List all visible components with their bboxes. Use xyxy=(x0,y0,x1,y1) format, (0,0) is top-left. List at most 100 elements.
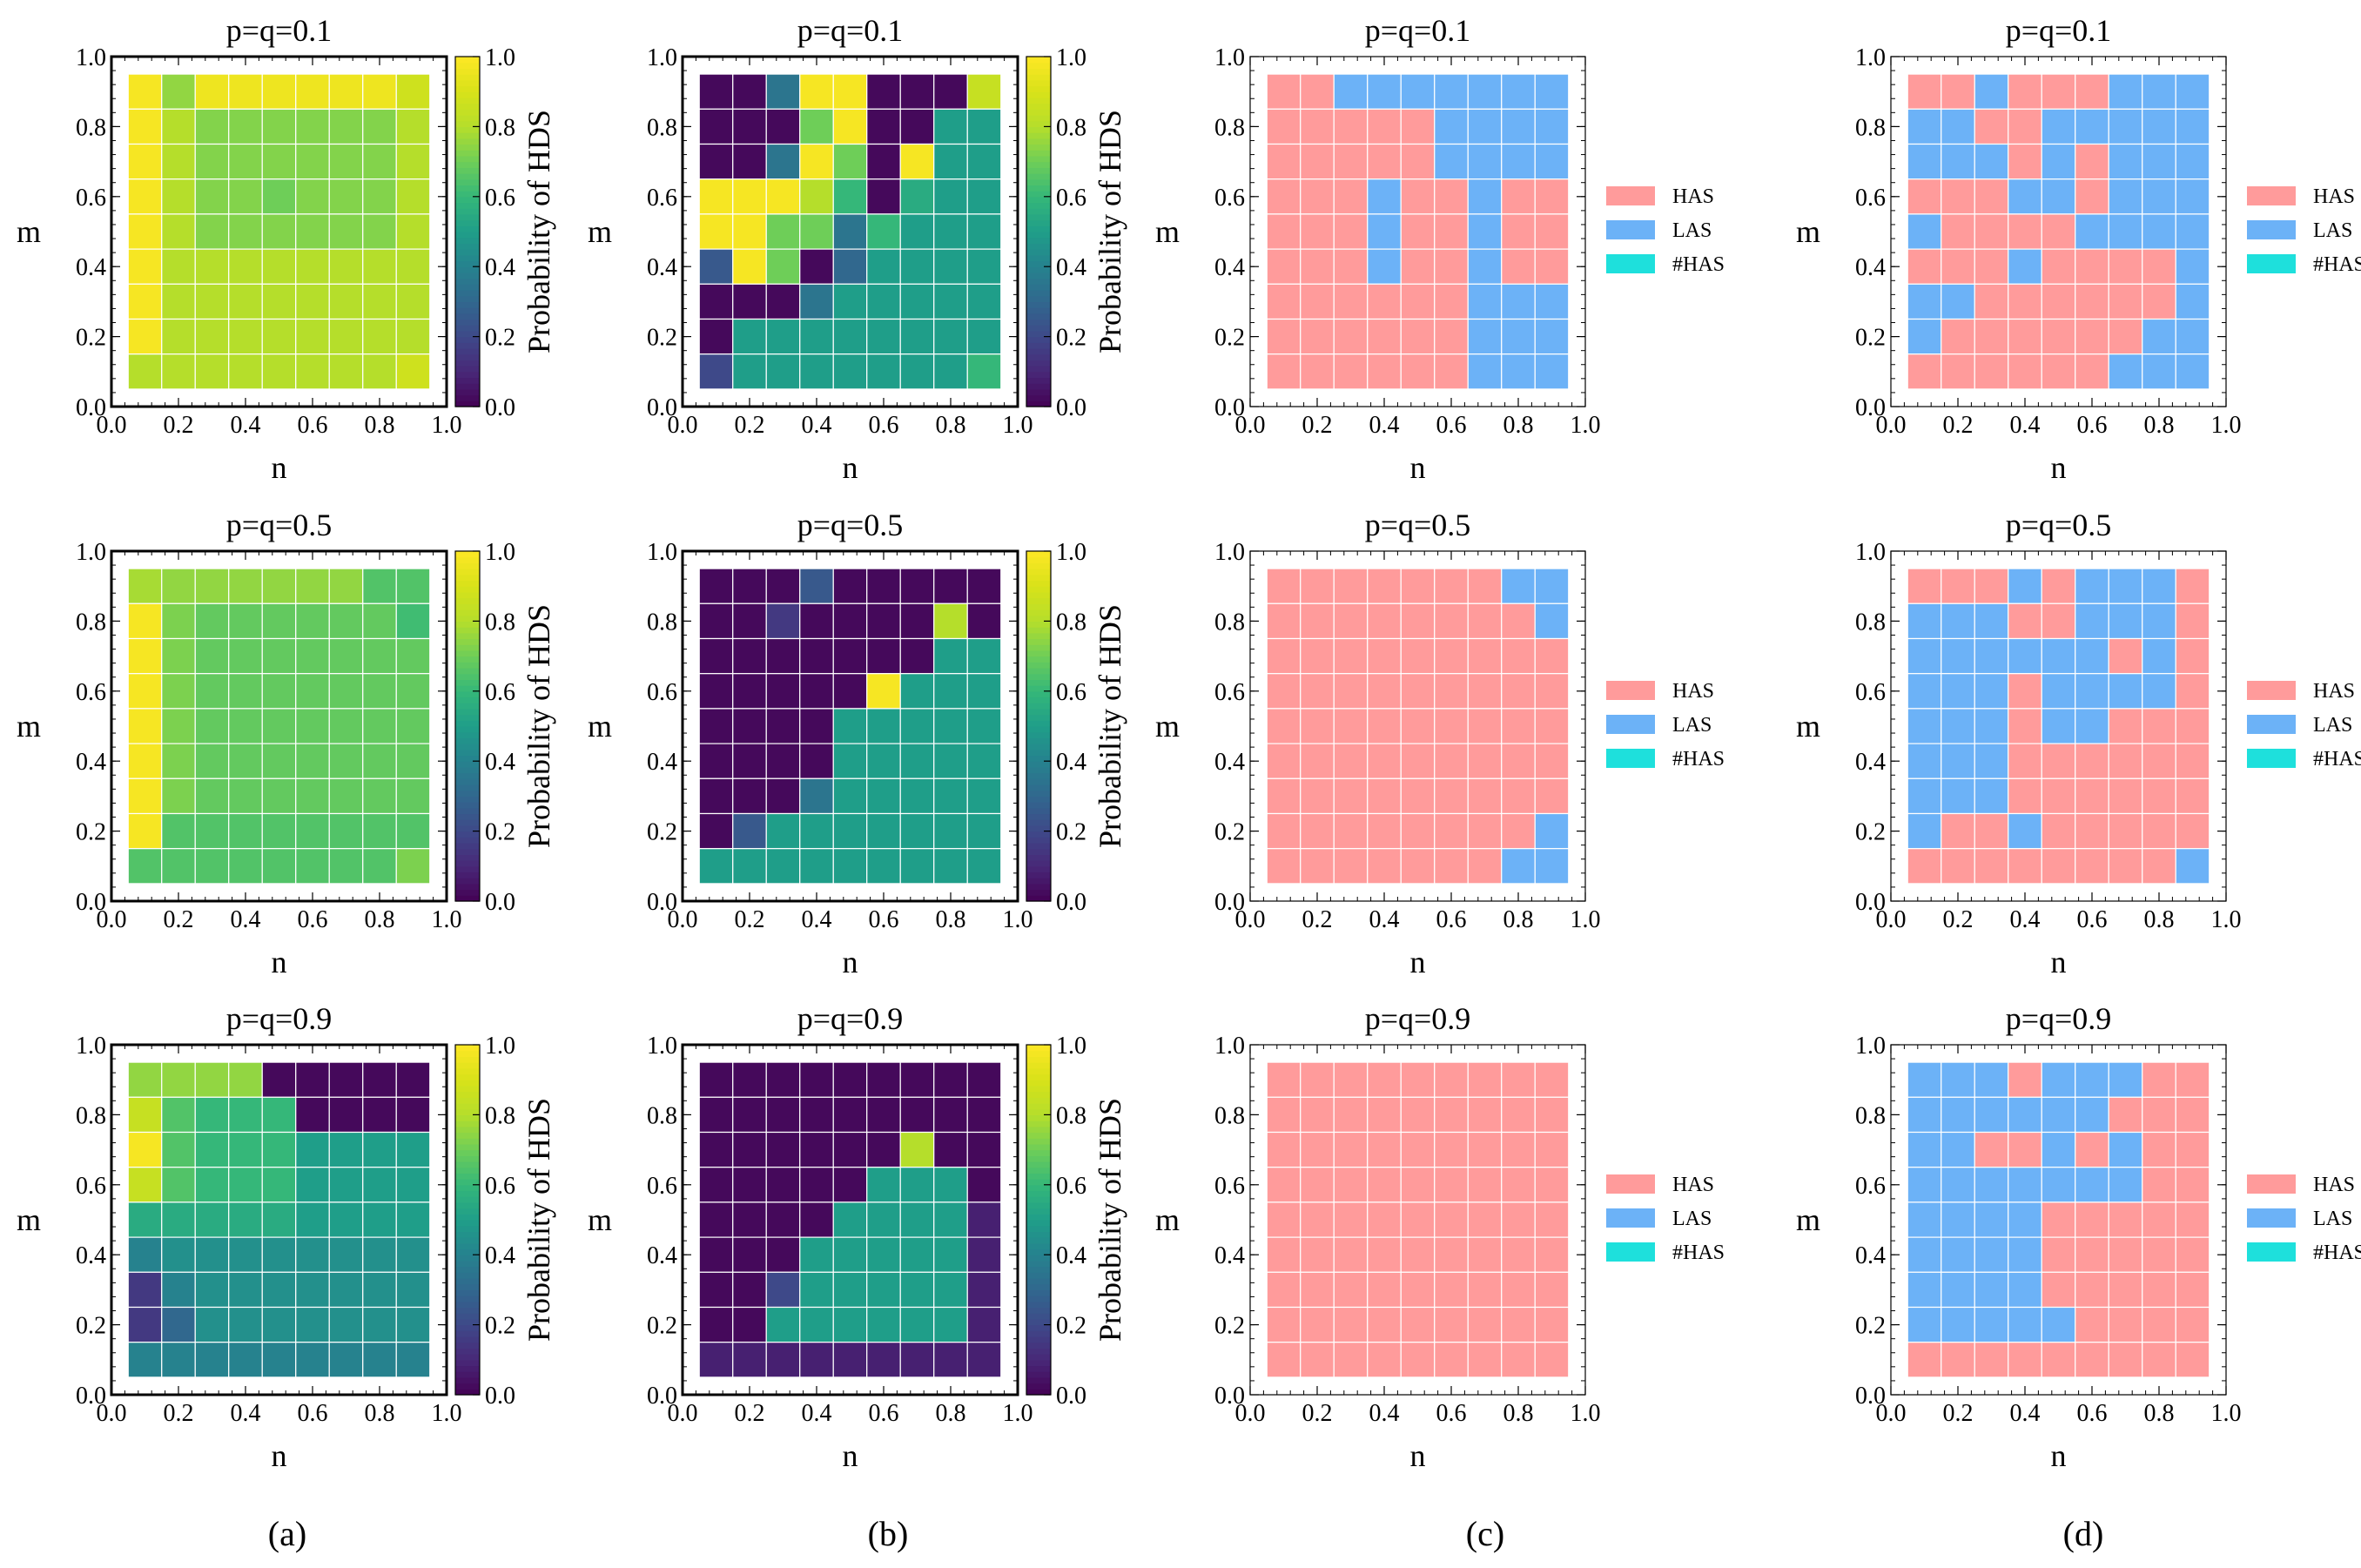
heatmap-cell xyxy=(1501,283,1536,320)
heatmap-cell xyxy=(2041,1236,2076,1273)
heatmap-cell xyxy=(1501,1131,1536,1168)
x-tick-label: 0.6 xyxy=(1436,412,1467,439)
heatmap-cell xyxy=(1974,777,2009,815)
heatmap-cell xyxy=(1400,108,1436,145)
heatmap-cell xyxy=(295,1061,330,1098)
heatmap-cell xyxy=(161,708,196,744)
axes-frame xyxy=(1890,1044,2227,1396)
heatmap-cell xyxy=(765,568,801,604)
heatmap-cell xyxy=(127,318,163,355)
axes-frame xyxy=(681,55,1019,408)
heatmap-cell xyxy=(1266,1271,1302,1309)
heatmap-cell xyxy=(1941,143,1975,180)
heatmap-cell xyxy=(1467,178,1503,215)
heatmap-cell xyxy=(1941,812,1975,850)
colorbar-segment xyxy=(455,802,480,809)
colorbar-segment xyxy=(1026,290,1051,297)
x-axis-label: n xyxy=(843,1438,858,1473)
colorbar-segment xyxy=(1026,726,1051,733)
colorbar-segment xyxy=(455,865,480,873)
heatmap-cell xyxy=(1941,353,1975,390)
heatmap-cell xyxy=(2108,318,2143,355)
heatmap-cell xyxy=(732,1306,767,1343)
heatmap-cell xyxy=(1434,73,1469,110)
heatmap-cell xyxy=(261,283,297,320)
heatmap-cell xyxy=(261,848,297,885)
y-axis-label: m xyxy=(17,709,41,744)
y-tick-label: 0.0 xyxy=(647,889,677,916)
legend-label: HAS xyxy=(2313,1174,2355,1196)
heatmap-cell xyxy=(1941,178,1975,215)
heatmap-cell xyxy=(1300,1167,1335,1203)
legend-swatch xyxy=(1606,254,1655,273)
heatmap-cell xyxy=(1266,318,1302,355)
heatmap-cell xyxy=(799,1342,834,1378)
heatmap-cell xyxy=(2075,673,2109,710)
heatmap-cell xyxy=(966,812,1002,850)
colorbar-segment xyxy=(1026,1120,1051,1127)
heatmap-cell xyxy=(161,812,196,850)
y-tick-label: 0.8 xyxy=(647,1102,677,1129)
x-tick-label: 0.4 xyxy=(802,906,832,933)
heatmap-cell xyxy=(2108,1271,2143,1309)
heatmap-cell xyxy=(295,1306,330,1343)
colorbar-segment xyxy=(455,1196,480,1203)
heatmap-cell xyxy=(127,708,163,744)
heatmap-cell xyxy=(866,1131,901,1168)
heatmap-cell xyxy=(866,1236,901,1273)
colorbar-segment xyxy=(1026,1242,1051,1250)
y-tick-label: 0.6 xyxy=(76,679,106,706)
heatmap-cell xyxy=(194,213,230,250)
heatmap-cell xyxy=(698,1131,734,1168)
heatmap-cell xyxy=(1300,178,1335,215)
heatmap-cell xyxy=(1941,248,1975,285)
heatmap-cell xyxy=(2075,178,2109,215)
heatmap-cell xyxy=(395,743,431,779)
y-tick-label: 0.2 xyxy=(1214,819,1245,846)
heatmap-cell xyxy=(362,848,397,885)
heatmap-cell xyxy=(1367,743,1402,779)
colorbar-segment xyxy=(455,97,480,104)
heatmap-cell xyxy=(732,1271,767,1309)
heatmap-cell xyxy=(295,1236,330,1273)
heatmap-cells xyxy=(1266,568,1570,885)
heatmap-cell xyxy=(732,602,767,640)
colorbar-segment xyxy=(455,1231,480,1238)
heatmap-cell xyxy=(2041,602,2076,640)
heatmap-cell xyxy=(1333,568,1369,604)
heatmap-cell xyxy=(362,1167,397,1203)
x-axis-label: n xyxy=(2051,945,2067,979)
colorbar-tick-label: 1.0 xyxy=(1056,1033,1086,1060)
heatmap-cell xyxy=(1434,1342,1469,1378)
colorbar-segment xyxy=(455,68,480,75)
heatmap-cell xyxy=(2041,637,2076,675)
colorbar-segment xyxy=(1026,551,1051,558)
colorbar-segment xyxy=(1026,1062,1051,1069)
heatmap-cell xyxy=(1333,708,1369,744)
colorbar-segment xyxy=(1026,219,1051,226)
colorbar-segment xyxy=(1026,85,1051,92)
heatmap-cell xyxy=(295,73,330,110)
heatmap-cell xyxy=(899,673,935,710)
heatmap-cell xyxy=(799,353,834,390)
heatmap-cell xyxy=(2075,568,2109,604)
heatmap-cell xyxy=(1534,178,1570,215)
heatmap-cell xyxy=(698,602,734,640)
colorbar-segment xyxy=(455,1120,480,1127)
heatmap-cell xyxy=(1434,568,1469,604)
heatmap-cell xyxy=(2075,73,2109,110)
heatmap-cell xyxy=(966,777,1002,815)
colorbar-segment xyxy=(455,597,480,604)
colorbar-segment xyxy=(455,1330,480,1337)
heatmap-cell xyxy=(395,178,431,215)
colorbar-segment xyxy=(1026,632,1051,640)
heatmap-cell xyxy=(161,248,196,285)
heatmap-cell xyxy=(161,73,196,110)
y-axis-label: m xyxy=(588,214,612,249)
x-tick-label: 0.0 xyxy=(1876,906,1907,933)
heatmap-cell xyxy=(194,1236,230,1273)
x-tick-label: 0.4 xyxy=(231,906,261,933)
heatmap-cell xyxy=(966,708,1002,744)
heatmap-cell xyxy=(2108,1131,2143,1168)
heatmap-cell xyxy=(1907,1131,1942,1168)
